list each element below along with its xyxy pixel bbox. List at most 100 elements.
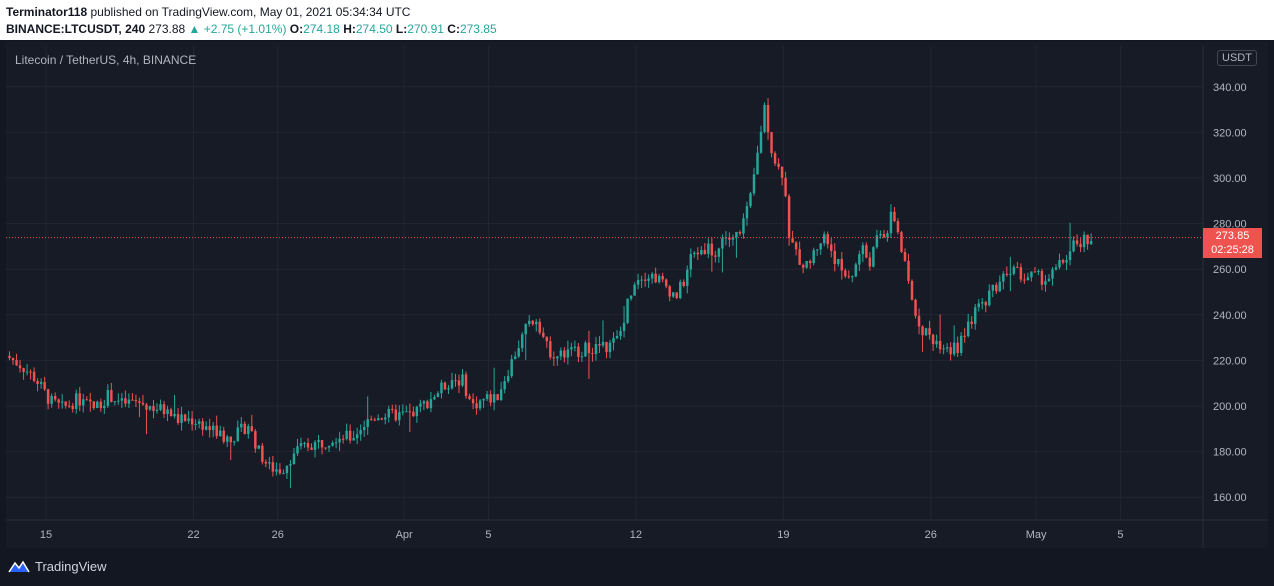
candle-body: [738, 231, 742, 234]
candle-body: [945, 347, 949, 349]
candle-body: [549, 341, 552, 358]
candle-body: [524, 324, 527, 335]
x-tick-label: Apr: [396, 529, 413, 541]
author-name[interactable]: Terminator118: [6, 5, 88, 19]
candle-body: [1002, 273, 1005, 282]
candle-body: [584, 342, 587, 357]
candle-body: [598, 344, 601, 346]
candle-body: [851, 276, 854, 278]
candle-body: [587, 342, 591, 354]
candle-body: [204, 426, 208, 430]
chart-panel[interactable]: [6, 42, 1268, 548]
candle-body: [36, 381, 39, 384]
candle-body: [808, 260, 812, 264]
candle-body: [749, 193, 752, 207]
candle-body: [43, 382, 46, 390]
candle-body: [889, 211, 893, 234]
candle-body: [503, 381, 506, 390]
candle-body: [1082, 234, 1086, 248]
candle-body: [956, 342, 959, 353]
candle-body: [405, 411, 408, 413]
candle-body: [348, 430, 352, 441]
candle-body: [380, 418, 383, 420]
price-change: ▲ +2.75 (+1.01%): [188, 22, 287, 36]
candle-body: [910, 280, 914, 300]
candle-body: [1005, 273, 1009, 275]
last-price-value: 273.85: [1215, 230, 1250, 242]
candle-body: [285, 465, 289, 474]
candle-body: [879, 234, 882, 236]
close-value: 273.85: [459, 22, 497, 36]
candle-body: [443, 382, 447, 390]
candle-body: [1061, 260, 1065, 263]
x-tick-label: 5: [485, 529, 491, 541]
candle-body: [693, 252, 696, 255]
candle-body: [710, 243, 714, 256]
candle-body: [798, 249, 801, 265]
candle-body: [608, 342, 612, 353]
candle-body: [222, 430, 225, 442]
candle-body: [190, 418, 194, 425]
tradingview-brand[interactable]: TradingView: [8, 559, 107, 574]
x-tick-label: 26: [925, 529, 937, 541]
candle-body: [995, 284, 998, 292]
candle-body: [907, 260, 910, 281]
candle-body: [773, 153, 777, 164]
candle-body: [963, 335, 966, 337]
candle-body: [60, 401, 64, 403]
candle-body: [78, 393, 81, 406]
candle-body: [844, 270, 847, 277]
candle-body: [46, 389, 50, 404]
candle-body: [468, 396, 471, 400]
candle-body: [485, 394, 489, 399]
candle-body: [822, 234, 826, 244]
candle-body: [384, 417, 387, 420]
candle-body: [759, 131, 763, 153]
chart-legend-title[interactable]: Litecoin / TetherUS, 4h, BINANCE: [15, 53, 197, 67]
x-tick-label: May: [1026, 529, 1047, 541]
candle-body: [861, 245, 865, 255]
candle-body: [675, 292, 678, 298]
candle-body: [387, 408, 391, 418]
candle-body: [1019, 267, 1023, 280]
candle-body: [1089, 240, 1093, 245]
candle-body: [805, 260, 808, 268]
candle-body: [377, 418, 380, 420]
candle-body: [299, 443, 303, 447]
candle-body: [85, 399, 88, 401]
y-tick-label: 240.00: [1213, 310, 1247, 322]
candle-body: [545, 336, 549, 342]
candle-body: [211, 425, 215, 431]
candle-body: [531, 320, 534, 325]
candle-body: [717, 248, 721, 257]
candle-body: [1009, 273, 1012, 275]
currency-badge[interactable]: USDT: [1217, 50, 1257, 66]
published-text: published on TradingView.com, May 01, 20…: [90, 5, 411, 19]
candle-body: [482, 398, 485, 401]
candle-body: [840, 258, 844, 271]
candle-body: [928, 328, 931, 335]
y-tick-label: 320.00: [1213, 127, 1247, 139]
candle-body: [496, 394, 499, 401]
candle-body: [408, 411, 412, 413]
candle-body: [812, 250, 815, 264]
candle-body: [671, 292, 675, 297]
candle-body: [236, 427, 240, 442]
candle-body: [313, 442, 317, 450]
publish-header: Terminator118 published on TradingView.c…: [0, 0, 1274, 40]
candle-body: [991, 284, 995, 291]
candle-body: [1086, 234, 1089, 245]
brand-name: TradingView: [35, 559, 107, 574]
high-value: 274.50: [355, 22, 393, 36]
candle-body: [341, 438, 345, 440]
candle-body: [865, 245, 868, 258]
candle-body: [261, 445, 264, 462]
open-label: O:: [289, 22, 304, 36]
candle-body: [970, 321, 973, 324]
candle-body: [917, 315, 921, 327]
candle-body: [959, 335, 963, 353]
candle-body: [622, 322, 626, 331]
candle-body: [155, 409, 159, 411]
candle-body: [903, 252, 907, 261]
